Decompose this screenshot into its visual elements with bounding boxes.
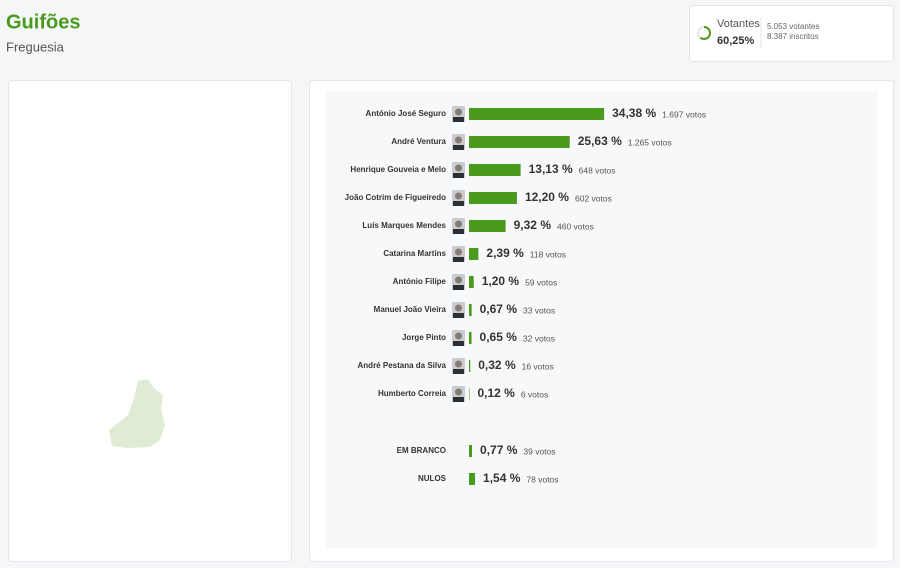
percent-label: 1,54 %	[483, 471, 521, 485]
bar	[469, 192, 517, 204]
title: Guifões	[6, 11, 80, 33]
avatar-head	[455, 360, 462, 368]
votes-label: 118 votos	[530, 249, 566, 259]
votes-label: 78 votos	[526, 474, 558, 484]
avatar-head	[455, 304, 462, 312]
candidate-name: André Pestana da Silva	[358, 361, 447, 370]
votes-label: 6 votos	[521, 389, 548, 399]
turnout-card	[689, 5, 894, 62]
turnout-label: Votantes	[717, 18, 760, 30]
avatar-body	[453, 341, 464, 346]
percent-label: 34,38 %	[612, 106, 656, 120]
candidate-name: António José Seguro	[366, 109, 447, 118]
candidate-name: António Filipe	[393, 277, 447, 286]
votes-label: 1.697 votos	[662, 109, 706, 119]
percent-label: 0,12 %	[477, 386, 515, 400]
bar	[469, 332, 472, 344]
avatar-head	[455, 192, 462, 200]
votes-label: 32 votos	[523, 333, 555, 343]
votes-label: 460 votos	[557, 221, 594, 231]
avatar-head	[455, 276, 462, 284]
turnout-percent: 60,25%	[717, 35, 755, 47]
voters: 5.053 votantes	[767, 22, 819, 31]
turnout-arc	[699, 26, 711, 40]
candidate-name: Humberto Correia	[378, 389, 447, 398]
avatar-body	[453, 117, 464, 122]
candidate-name: João Cotrim de Figueiredo	[345, 193, 446, 202]
avatar-head	[455, 248, 462, 256]
bar	[469, 108, 605, 120]
avatar-body	[453, 285, 464, 290]
votes-label: 33 votos	[523, 305, 555, 315]
percent-label: 0,65 %	[480, 330, 518, 344]
candidate-name: Catarina Martins	[383, 249, 446, 258]
avatar-head	[455, 164, 462, 172]
map-panel	[8, 80, 292, 562]
avatar-body	[453, 257, 464, 262]
candidate-name: NULOS	[418, 474, 447, 483]
candidate-name: EM BRANCO	[397, 446, 446, 455]
votes-label: 602 votos	[575, 193, 612, 203]
candidate-name: Henrique Gouveia e Melo	[350, 165, 446, 174]
votes-label: 648 votos	[579, 165, 616, 175]
votes-label: 39 votos	[523, 446, 555, 456]
avatar-body	[453, 397, 464, 402]
percent-label: 0,67 %	[480, 302, 518, 316]
percent-label: 1,20 %	[482, 274, 520, 288]
candidate-name: Manuel João Vieira	[374, 305, 447, 314]
avatar-head	[455, 220, 462, 228]
map-shape	[109, 379, 165, 448]
candidate-name: André Ventura	[391, 137, 446, 146]
percent-label: 13,13 %	[529, 162, 573, 176]
votes-label: 16 votos	[522, 361, 554, 371]
avatar-head	[455, 388, 462, 396]
percent-label: 0,77 %	[480, 443, 518, 457]
bar	[469, 276, 474, 288]
votes-label: 1.265 votos	[628, 137, 672, 147]
percent-label: 0,32 %	[478, 358, 516, 372]
bar	[469, 360, 471, 372]
avatar-head	[455, 108, 462, 116]
percent-label: 25,63 %	[578, 134, 622, 148]
avatar-head	[455, 332, 462, 340]
registered: 8.387 inscritos	[767, 32, 819, 41]
bar	[469, 473, 476, 485]
avatar-body	[453, 369, 464, 374]
results-area	[326, 91, 877, 548]
avatar-body	[453, 313, 464, 318]
bar	[469, 248, 479, 260]
bar	[469, 445, 473, 457]
subtitle: Freguesia	[6, 39, 65, 54]
bar	[469, 220, 506, 232]
candidate-name: Jorge Pinto	[402, 333, 446, 342]
avatar-body	[453, 145, 464, 150]
bar	[469, 136, 570, 148]
candidate-name: Luís Marques Mendes	[362, 221, 446, 230]
avatar-head	[455, 136, 462, 144]
avatar-body	[453, 173, 464, 178]
votes-label: 59 votos	[525, 277, 557, 287]
avatar-body	[453, 229, 464, 234]
percent-label: 2,39 %	[486, 246, 524, 260]
avatar-body	[453, 201, 464, 206]
percent-label: 12,20 %	[525, 190, 569, 204]
bar	[469, 304, 472, 316]
percent-label: 9,32 %	[514, 218, 552, 232]
bar	[469, 164, 521, 176]
